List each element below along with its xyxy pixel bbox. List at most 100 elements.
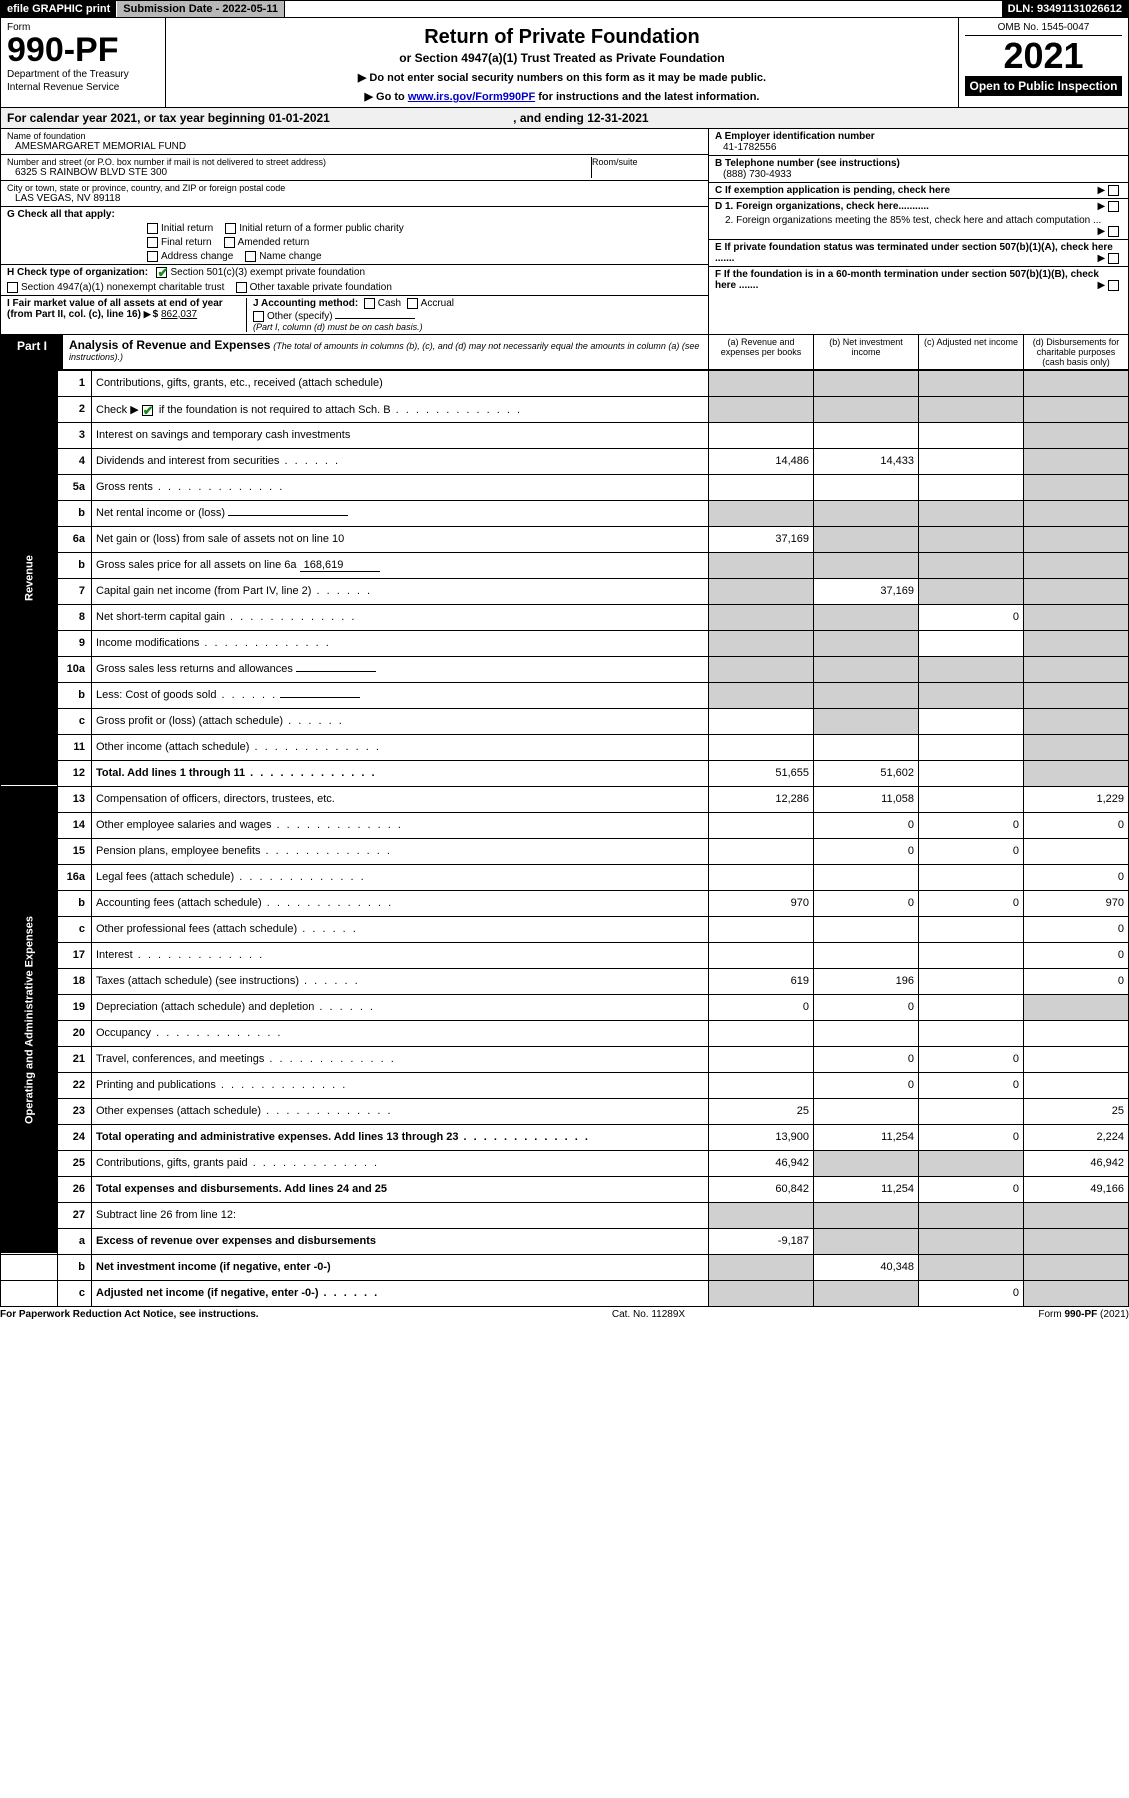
col-d-header: (d) Disbursements for charitable purpose… <box>1023 335 1128 369</box>
other-taxable-checkbox[interactable] <box>236 282 247 293</box>
initial-return-label: Initial return <box>161 223 213 234</box>
i-j-cell: I Fair market value of all assets at end… <box>1 296 708 334</box>
table-row: 12 Total. Add lines 1 through 11 51,6555… <box>1 760 1129 786</box>
table-row: 19 Depreciation (attach schedule) and de… <box>1 994 1129 1020</box>
irs-label: Internal Revenue Service <box>7 82 159 93</box>
cogs-input[interactable] <box>280 697 360 698</box>
form990pf-link[interactable]: www.irs.gov/Form990PF <box>408 91 535 103</box>
gross-sales-input[interactable]: 168,619 <box>300 559 380 572</box>
col-c-header: (c) Adjusted net income <box>918 335 1023 369</box>
d1-checkbox[interactable] <box>1108 201 1119 212</box>
col-a-header: (a) Revenue and expenses per books <box>708 335 813 369</box>
table-row: 20 Occupancy <box>1 1020 1129 1046</box>
table-row: 3 Interest on savings and temporary cash… <box>1 422 1129 448</box>
table-row: 9 Income modifications <box>1 630 1129 656</box>
g-label: G Check all that apply: <box>7 209 115 220</box>
dln-label: DLN: 93491131026612 <box>1002 1 1128 17</box>
calendar-year-row: For calendar year 2021, or tax year begi… <box>0 108 1129 129</box>
table-row: c Adjusted net income (if negative, ente… <box>1 1280 1129 1306</box>
table-row: 6a Net gain or (loss) from sale of asset… <box>1 526 1129 552</box>
table-row: 10a Gross sales less returns and allowan… <box>1 656 1129 682</box>
name-label: Name of foundation <box>7 131 702 141</box>
ein-value: 41-1782556 <box>715 142 1122 153</box>
initial-return-former-checkbox[interactable] <box>225 223 236 234</box>
open-to-public: Open to Public Inspection <box>965 76 1122 96</box>
e-checkbox[interactable] <box>1108 253 1119 264</box>
table-row: 21 Travel, conferences, and meetings 00 <box>1 1046 1129 1072</box>
page-footer: For Paperwork Reduction Act Notice, see … <box>0 1307 1129 1322</box>
table-row: b Net rental income or (loss) <box>1 500 1129 526</box>
net-rental-input[interactable] <box>228 515 348 516</box>
501c3-checkbox[interactable] <box>156 267 167 278</box>
d2-checkbox[interactable] <box>1108 226 1119 237</box>
tax-year: 2021 <box>965 36 1122 76</box>
bullet-goto: ▶ Go to www.irs.gov/Form990PF for instru… <box>172 90 952 103</box>
header-right: OMB No. 1545-0047 2021 Open to Public In… <box>958 18 1128 107</box>
table-row: c Gross profit or (loss) (attach schedul… <box>1 708 1129 734</box>
bullet-ssn: ▶ Do not enter social security numbers o… <box>172 71 952 84</box>
top-bar: efile GRAPHIC print Submission Date - 20… <box>0 0 1129 18</box>
4947-label: Section 4947(a)(1) nonexempt charitable … <box>21 282 224 293</box>
schb-checkbox[interactable] <box>142 405 153 416</box>
table-row: 26 Total expenses and disbursements. Add… <box>1 1176 1129 1202</box>
h-check-cell: H Check type of organization: Section 50… <box>1 265 708 295</box>
accrual-checkbox[interactable] <box>407 298 418 309</box>
part1-title: Analysis of Revenue and Expenses <box>69 338 270 352</box>
part1-header-row: Part I Analysis of Revenue and Expenses … <box>0 335 1129 370</box>
address-change-label: Address change <box>161 251 233 262</box>
column-headers: (a) Revenue and expenses per books (b) N… <box>708 335 1128 369</box>
other-method-label: Other (specify) <box>267 311 333 322</box>
efile-print-label[interactable]: efile GRAPHIC print <box>1 1 117 17</box>
final-return-checkbox[interactable] <box>147 237 158 248</box>
d2-label: 2. Foreign organizations meeting the 85%… <box>725 215 1101 226</box>
part1-label: Part I <box>1 335 63 369</box>
f-checkbox[interactable] <box>1108 280 1119 291</box>
j-label: J Accounting method: <box>253 298 358 309</box>
f-label: F If the foundation is in a 60-month ter… <box>715 269 1099 291</box>
4947-checkbox[interactable] <box>7 282 18 293</box>
cash-checkbox[interactable] <box>364 298 375 309</box>
table-row: 14 Other employee salaries and wages 000 <box>1 812 1129 838</box>
calyear-pre: For calendar year 2021, or tax year begi… <box>7 111 268 125</box>
j-note: (Part I, column (d) must be on cash basi… <box>253 322 702 332</box>
bullet-goto-pre: ▶ Go to <box>365 91 408 103</box>
c-checkbox[interactable] <box>1108 185 1119 196</box>
g-check-cell: G Check all that apply: Initial return I… <box>1 207 708 265</box>
foundation-name: AMESMARGARET MEMORIAL FUND <box>7 141 702 152</box>
e-cell: E If private foundation status was termi… <box>709 240 1128 267</box>
amended-return-label: Amended return <box>238 237 310 248</box>
table-row: 25 Contributions, gifts, grants paid 46,… <box>1 1150 1129 1176</box>
c-cell: C If exemption application is pending, c… <box>709 183 1128 199</box>
name-change-checkbox[interactable] <box>245 251 256 262</box>
h-label: H Check type of organization: <box>7 268 148 279</box>
revenue-section-label: Revenue <box>1 370 58 786</box>
dept-label: Department of the Treasury <box>7 69 159 80</box>
d-cell: D 1. Foreign organizations, check here..… <box>709 199 1128 240</box>
other-method-checkbox[interactable] <box>253 311 264 322</box>
address-change-checkbox[interactable] <box>147 251 158 262</box>
table-row: Revenue 1 Contributions, gifts, grants, … <box>1 370 1129 396</box>
other-method-input[interactable] <box>335 318 415 319</box>
ein-label: A Employer identification number <box>715 131 1122 142</box>
cat-number: Cat. No. 11289X <box>612 1309 685 1320</box>
initial-return-former-label: Initial return of a former public charit… <box>239 223 404 234</box>
gross-sales-returns-input[interactable] <box>296 671 376 672</box>
table-row: 8 Net short-term capital gain 0 <box>1 604 1129 630</box>
table-row: a Excess of revenue over expenses and di… <box>1 1228 1129 1254</box>
d1-label: D 1. Foreign organizations, check here..… <box>715 201 929 212</box>
addr-label: Number and street (or P.O. box number if… <box>7 157 591 167</box>
table-row: 18 Taxes (attach schedule) (see instruct… <box>1 968 1129 994</box>
table-row: 16a Legal fees (attach schedule) 0 <box>1 864 1129 890</box>
row-num: 1 <box>58 370 92 396</box>
e-label: E If private foundation status was termi… <box>715 242 1113 264</box>
form-subtitle: or Section 4947(a)(1) Trust Treated as P… <box>172 51 952 65</box>
c-label: C If exemption application is pending, c… <box>715 185 950 196</box>
info-right: A Employer identification number 41-1782… <box>708 129 1128 334</box>
table-row: 11 Other income (attach schedule) <box>1 734 1129 760</box>
table-row: 22 Printing and publications 00 <box>1 1072 1129 1098</box>
initial-return-checkbox[interactable] <box>147 223 158 234</box>
amended-return-checkbox[interactable] <box>224 237 235 248</box>
header-center: Return of Private Foundation or Section … <box>166 18 958 107</box>
ein-cell: A Employer identification number 41-1782… <box>709 129 1128 156</box>
addr-value: 6325 S RAINBOW BLVD STE 300 <box>7 167 591 178</box>
